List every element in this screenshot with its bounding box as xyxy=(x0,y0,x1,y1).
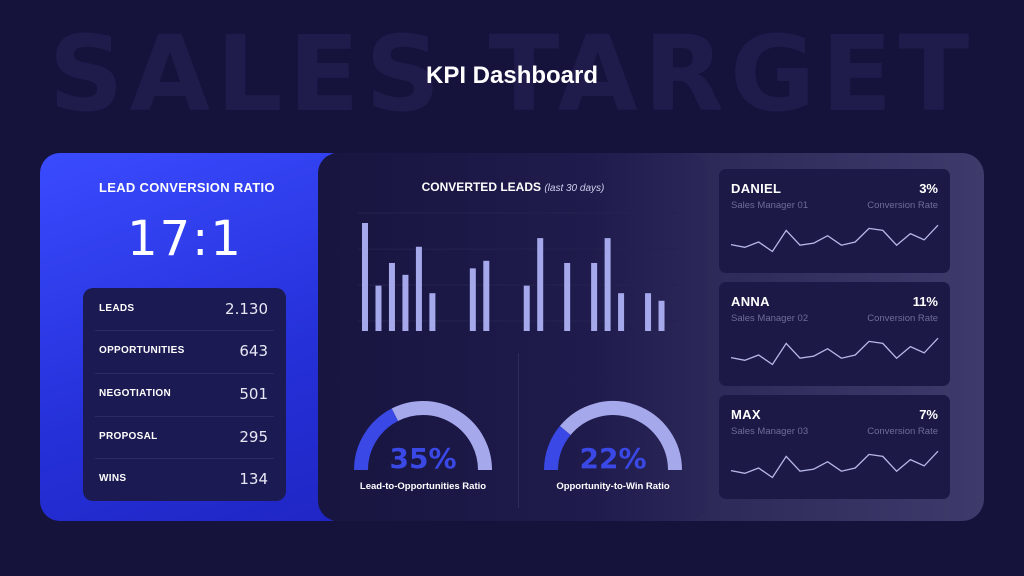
rep-conversion-value: 11% xyxy=(912,294,938,309)
metric-row-opportunities: OPPORTUNITIES 643 xyxy=(83,330,286,372)
gauge-value: 35% xyxy=(389,442,456,475)
rep-role: Sales Manager 03 xyxy=(731,426,809,437)
rep-sparkline xyxy=(730,224,939,253)
bar xyxy=(537,238,544,331)
rep-card-daniel: DANIEL Sales Manager 01 3% Conversion Ra… xyxy=(719,169,950,273)
rep-conversion-label: Conversion Rate xyxy=(867,313,938,324)
background-watermark: SALES TARGET xyxy=(48,13,976,135)
converted-leads-heading: CONVERTED LEADS xyxy=(421,180,541,194)
rep-conversion-value: 7% xyxy=(919,407,938,422)
metric-value: 295 xyxy=(239,428,268,446)
rep-sparkline xyxy=(730,450,939,479)
rep-role: Sales Manager 02 xyxy=(731,313,809,324)
metric-label: PROPOSAL xyxy=(99,431,158,442)
bar xyxy=(658,300,665,331)
converted-leads-subtitle: (last 30 days) xyxy=(544,183,605,194)
lead-conversion-title: LEAD CONVERSION RATIO xyxy=(99,180,275,195)
bar xyxy=(564,262,571,331)
metric-row-proposal: PROPOSAL 295 xyxy=(83,416,286,458)
lead-conversion-card: LEAD CONVERSION RATIO 17:1 LEADS 2.130 O… xyxy=(40,153,350,521)
rep-conversion-label: Conversion Rate xyxy=(867,426,938,437)
sparkline xyxy=(730,224,939,253)
rep-name: ANNA xyxy=(731,294,770,309)
metric-value: 2.130 xyxy=(225,300,268,318)
rep-conversion-value: 3% xyxy=(919,181,938,196)
metric-row-negotiation: NEGOTIATION 501 xyxy=(83,373,286,415)
gauge-track xyxy=(391,401,492,471)
metric-row-wins: WINS 134 xyxy=(83,458,286,500)
bar xyxy=(591,262,598,331)
gauge-opportunity-to-win: 22% Opportunity-to-Win Ratio xyxy=(518,378,708,498)
bar xyxy=(402,274,409,331)
rep-conversion-label: Conversion Rate xyxy=(867,200,938,211)
bar xyxy=(618,293,625,331)
metric-label: NEGOTIATION xyxy=(99,388,172,399)
converted-leads-title: CONVERTED LEADS (last 30 days) xyxy=(318,180,708,194)
rep-name: DANIEL xyxy=(731,181,782,196)
gauge-chart: 22% xyxy=(544,401,682,475)
bar xyxy=(483,260,490,331)
rep-role: Sales Manager 01 xyxy=(731,200,809,211)
metric-label: WINS xyxy=(99,473,127,484)
funnel-metrics: LEADS 2.130 OPPORTUNITIES 643 NEGOTIATIO… xyxy=(83,288,286,501)
gauge-lead-to-opportunities: 35% Lead-to-Opportunities Ratio xyxy=(328,378,518,498)
rep-card-anna: ANNA Sales Manager 02 11% Conversion Rat… xyxy=(719,282,950,386)
bar xyxy=(375,285,382,331)
gauge-label: Lead-to-Opportunities Ratio xyxy=(359,481,487,492)
bar xyxy=(469,268,476,331)
gauge-fill xyxy=(354,408,399,471)
rep-name: MAX xyxy=(731,407,761,422)
metric-label: LEADS xyxy=(99,303,135,314)
rep-sparkline xyxy=(730,337,939,366)
bar xyxy=(415,246,422,331)
gauge-value: 22% xyxy=(579,442,646,475)
metric-value: 501 xyxy=(239,385,268,403)
bar xyxy=(645,293,652,331)
bar xyxy=(604,238,611,331)
metric-value: 643 xyxy=(239,342,268,360)
gauge-track xyxy=(559,401,682,471)
gauge-divider xyxy=(518,353,519,508)
gauge-fill xyxy=(544,426,571,471)
metric-value: 134 xyxy=(239,470,268,488)
converted-leads-bar-chart xyxy=(358,212,678,331)
converted-leads-card: CONVERTED LEADS (last 30 days) 35% Lead-… xyxy=(318,153,708,521)
bar xyxy=(362,223,368,331)
gauge-label: Opportunity-to-Win Ratio xyxy=(556,481,670,492)
bar xyxy=(523,285,530,331)
gauge-chart: 35% xyxy=(354,401,492,475)
bar xyxy=(388,262,395,331)
sparkline xyxy=(730,337,939,366)
sparkline xyxy=(730,450,939,479)
metric-row-leads: LEADS 2.130 xyxy=(83,288,286,330)
lead-conversion-ratio: 17:1 xyxy=(127,211,243,267)
metric-label: OPPORTUNITIES xyxy=(99,345,185,356)
rep-card-max: MAX Sales Manager 03 7% Conversion Rate xyxy=(719,395,950,499)
bar xyxy=(429,293,436,331)
page-title: KPI Dashboard xyxy=(425,62,599,89)
